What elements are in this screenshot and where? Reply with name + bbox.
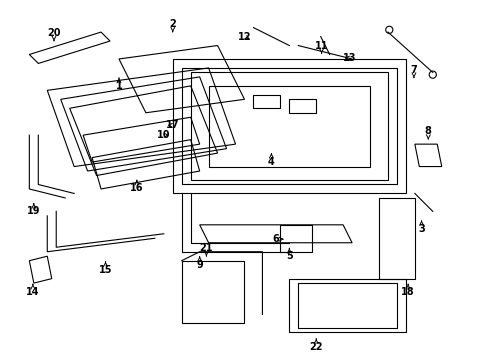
Text: 10: 10 [157,130,170,140]
Text: 8: 8 [424,126,431,139]
Text: 21: 21 [199,243,213,256]
Text: 11: 11 [314,41,327,53]
Text: 13: 13 [343,53,356,63]
Text: 7: 7 [410,65,416,77]
Text: 9: 9 [196,257,203,270]
Text: 22: 22 [309,339,322,352]
Text: 3: 3 [417,221,424,234]
Text: 18: 18 [401,284,414,297]
Text: 17: 17 [166,120,179,130]
Text: 12: 12 [237,32,251,41]
Text: 4: 4 [267,154,274,167]
Text: 14: 14 [26,284,40,297]
Text: 20: 20 [47,28,61,41]
Text: 16: 16 [130,180,143,193]
Text: 19: 19 [27,203,41,216]
Text: 6: 6 [272,234,282,244]
Text: 15: 15 [99,262,112,275]
Text: 1: 1 [115,78,122,91]
Text: 2: 2 [169,19,176,32]
Text: 5: 5 [285,248,292,261]
